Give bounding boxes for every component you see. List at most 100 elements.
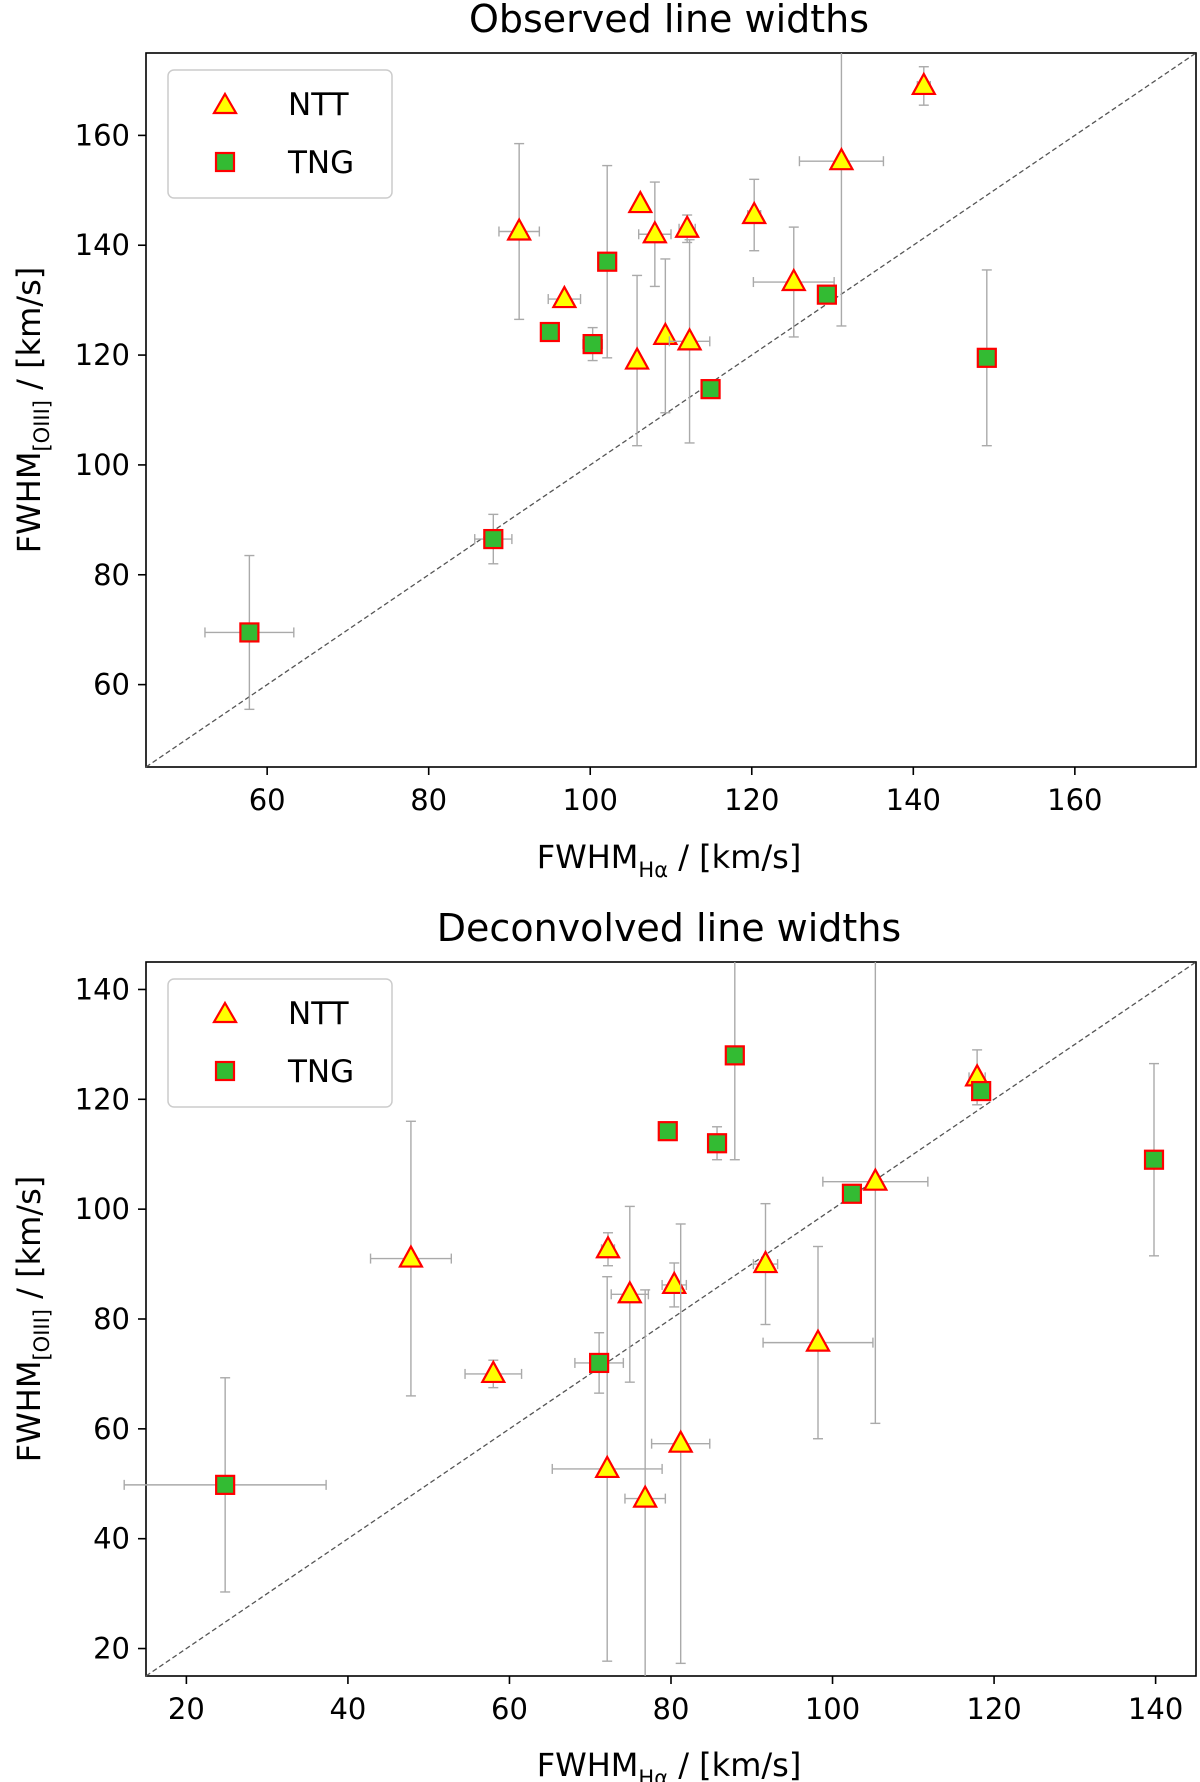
deconvolved-legend-box (167, 978, 393, 1108)
deconvolved-ntt-point (610, 1205, 650, 1383)
ntt-triangle-marker (667, 1429, 694, 1453)
y-tick-label: 140 (75, 228, 130, 262)
observed-tng-point (539, 321, 560, 343)
deconvolved-ntt-point (551, 1276, 663, 1662)
ntt-triangle-marker (398, 1244, 424, 1268)
y-tick-label: 80 (93, 558, 130, 592)
tng-square-marker (582, 333, 603, 355)
observed-x-ticks: 60 80 100 120 140 160 (249, 767, 1103, 817)
x-label-unit: / [km/s] (668, 1746, 801, 1782)
deconvolved-y-axis-label: FWHM[OIII] / [km/s] (10, 1176, 54, 1462)
tng-square-marker (589, 1352, 610, 1374)
tng-square-marker (657, 1121, 678, 1142)
y-tick-label: 160 (75, 118, 130, 152)
y-tick-label: 20 (93, 1632, 130, 1666)
deconvolved-ntt-point (762, 1245, 874, 1440)
deconvolved-ntt-point (595, 1232, 621, 1267)
deconvolved-tng-point (841, 1183, 863, 1204)
ntt-triangle-marker (627, 189, 654, 214)
tng-square-marker (539, 321, 560, 343)
y-label-subscript: [OIII] (30, 400, 54, 452)
observed-tng-point (204, 554, 295, 711)
y-label-main: FWHM (10, 1361, 48, 1463)
x-tick-label: 60 (249, 783, 286, 817)
deconvolved-panel: Deconvolved line widths 20 40 60 80 100 120 14… (10, 906, 1197, 1782)
tng-square-marker (483, 528, 504, 550)
deconvolved-ntt-point (661, 1262, 688, 1308)
x-label-unit: / [km/s] (668, 838, 801, 876)
ntt-triangle-marker (641, 219, 668, 244)
y-tick-label: 60 (93, 1412, 130, 1446)
deconvolved-tng-point (724, 962, 745, 1161)
tng-square-marker (239, 622, 260, 643)
observed-ntt-point (798, 53, 885, 327)
ntt-triangle-marker (632, 1484, 659, 1508)
observed-ntt-point (627, 189, 654, 214)
observed-y-axis-label: FWHM[OIII] / [km/s] (10, 267, 54, 553)
observed-title: Observed line widths (469, 0, 869, 41)
ntt-triangle-marker (551, 284, 578, 309)
x-tick-label: 80 (410, 783, 447, 817)
ntt-triangle-marker (752, 1249, 779, 1274)
x-tick-label: 120 (966, 1692, 1021, 1726)
observed-tng-point (597, 164, 618, 359)
deconvolved-tng-point (574, 1332, 625, 1394)
ntt-triangle-marker (676, 327, 703, 351)
observed-legend-tng-label: TNG (287, 145, 354, 181)
deconvolved-ntt-point (822, 962, 929, 1425)
y-tick-label: 100 (75, 448, 130, 482)
deconvolved-legend-tng-marker (214, 1060, 236, 1082)
y-tick-label: 80 (93, 1302, 130, 1336)
ntt-triangle-marker (862, 1167, 889, 1191)
deconvolved-legend-ntt-label: NTT (288, 996, 350, 1032)
x-tick-label: 160 (1047, 783, 1102, 817)
observed-ntt-point (624, 274, 650, 447)
x-tick-label: 120 (724, 783, 779, 817)
ntt-triangle-marker (624, 346, 650, 370)
y-label-main: FWHM (10, 452, 48, 554)
ntt-triangle-marker (652, 321, 679, 345)
tng-square-marker (597, 251, 618, 272)
observed-y-ticks: 60 80 100 120 140 160 (75, 118, 146, 702)
ntt-triangle-marker (805, 1328, 831, 1352)
deconvolved-ntt-point (369, 1120, 453, 1397)
deconvolved-tng-point (657, 1121, 678, 1142)
ntt-triangle-marker (828, 146, 855, 171)
x-tick-label: 60 (491, 1692, 528, 1726)
x-label-main: FWHM (537, 1746, 639, 1782)
ntt-triangle-marker (480, 1359, 507, 1384)
ntt-triangle-marker (594, 1454, 621, 1479)
x-tick-label: 20 (168, 1692, 205, 1726)
observed-tng-point (976, 269, 997, 447)
observed-ntt-point (674, 214, 701, 244)
deconvolved-legend-ntt-marker (212, 1000, 238, 1024)
observed-one-to-one-line (145, 52, 1197, 768)
x-tick-label: 40 (329, 1692, 366, 1726)
deconvolved-data-layer (123, 962, 1165, 1676)
y-label-subscript: [OIII] (30, 1309, 54, 1361)
observed-x-axis-label: FWHMHα / [km/s] (537, 838, 802, 882)
observed-tng-point (700, 379, 721, 400)
ntt-triangle-marker (661, 1270, 688, 1295)
observed-legend-tng-marker (214, 151, 236, 173)
observed-ntt-point (547, 284, 582, 309)
y-label-unit: / [km/s] (10, 267, 48, 400)
y-tick-label: 100 (75, 1192, 130, 1226)
ntt-triangle-marker (616, 1280, 643, 1304)
deconvolved-tng-point (706, 1126, 728, 1161)
tng-square-marker (971, 1080, 992, 1102)
deconvolved-y-ticks: 20 40 60 80 100 120 140 (75, 972, 146, 1666)
observed-legend-ntt-label: NTT (288, 87, 350, 123)
observed-ntt-point (752, 226, 835, 338)
x-tick-label: 80 (653, 1692, 690, 1726)
observed-panel: Observed line widths 60 80 100 120 140 160 60… (10, 0, 1197, 882)
observed-ntt-point (498, 142, 541, 321)
x-tick-label: 100 (563, 783, 618, 817)
deconvolved-tng-point (123, 1377, 327, 1593)
y-tick-label: 120 (75, 338, 130, 372)
ntt-triangle-marker (780, 267, 807, 292)
x-tick-label: 140 (1128, 1692, 1183, 1726)
deconvolved-tng-point (971, 1080, 992, 1102)
x-label-subscript: Hα (638, 858, 668, 882)
